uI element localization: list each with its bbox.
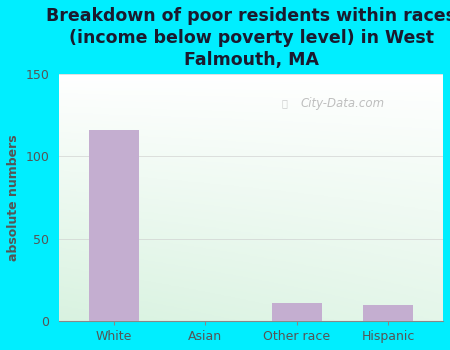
Bar (89, 130, 139, 321)
Title: Breakdown of poor residents within races
(income below poverty level) in West
Fa: Breakdown of poor residents within races… (46, 7, 450, 69)
Text: 🔍: 🔍 (282, 98, 288, 108)
Text: City-Data.com: City-Data.com (301, 97, 385, 110)
Y-axis label: absolute numbers: absolute numbers (7, 134, 20, 261)
Bar (272, 303, 322, 321)
Bar (363, 304, 414, 321)
